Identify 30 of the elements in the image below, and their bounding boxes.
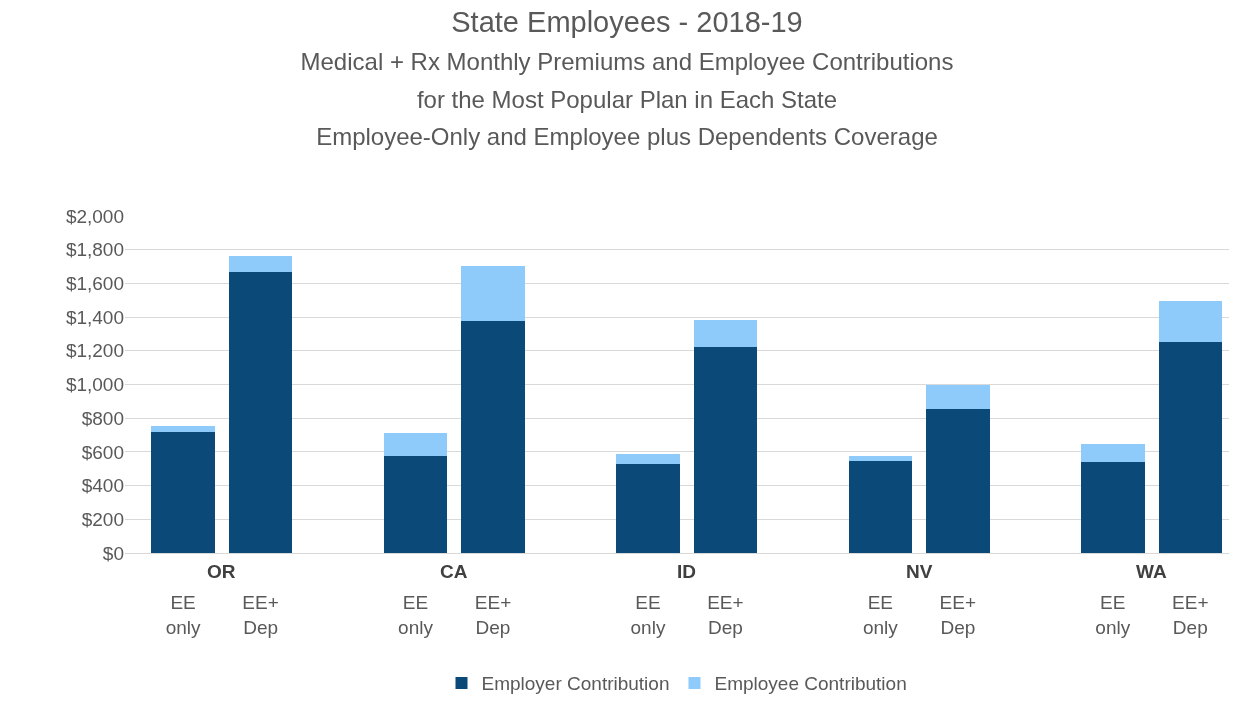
text: ID	[677, 561, 696, 582]
y-tick-label: $1,400	[65, 306, 124, 328]
y-tick-label: $1,600	[65, 273, 124, 295]
x-tick-label: EE only	[165, 591, 202, 638]
x-tick-label: EE only	[630, 591, 666, 638]
text: WA	[1136, 561, 1167, 582]
legend-label: Employee Contribution	[714, 673, 907, 695]
y-tick-label: $1,200	[65, 340, 124, 362]
x-tick-label: EE only	[862, 591, 899, 638]
x-tick-label: EE only	[398, 591, 434, 638]
y-tick-label: $1,800	[65, 239, 124, 261]
x-tick-label: EE+ Dep	[474, 591, 512, 638]
y-tick-label: $1,000	[65, 374, 124, 396]
chart-subtitle: Medical + Rx Monthly Premiums and Employee Contributions for the Most Popular Plan in Each State Employee-Only and Employee plus Dependents Coverage	[300, 47, 954, 151]
x-tick-label: EE+ Dep	[707, 591, 744, 638]
y-tick-label: $200	[81, 508, 124, 530]
x-tick-label: EE+ Dep	[939, 591, 977, 638]
y-tick-label: $2,000	[65, 205, 124, 227]
y-tick-label: $800	[81, 407, 124, 429]
text: CA	[440, 561, 468, 582]
text: OR	[207, 561, 236, 582]
y-tick-label: $0	[102, 542, 124, 564]
chart-title: State Employees - 2018-19	[451, 6, 803, 39]
x-tick-label: EE only	[1095, 591, 1131, 638]
y-tick-label: $400	[81, 475, 124, 497]
x-tick-label: EE+ Dep	[1172, 591, 1209, 638]
text: NV	[906, 561, 933, 582]
y-tick-label: $600	[81, 441, 124, 463]
x-tick-label: EE+ Dep	[242, 591, 279, 638]
legend-label: Employer Contribution	[481, 673, 670, 695]
